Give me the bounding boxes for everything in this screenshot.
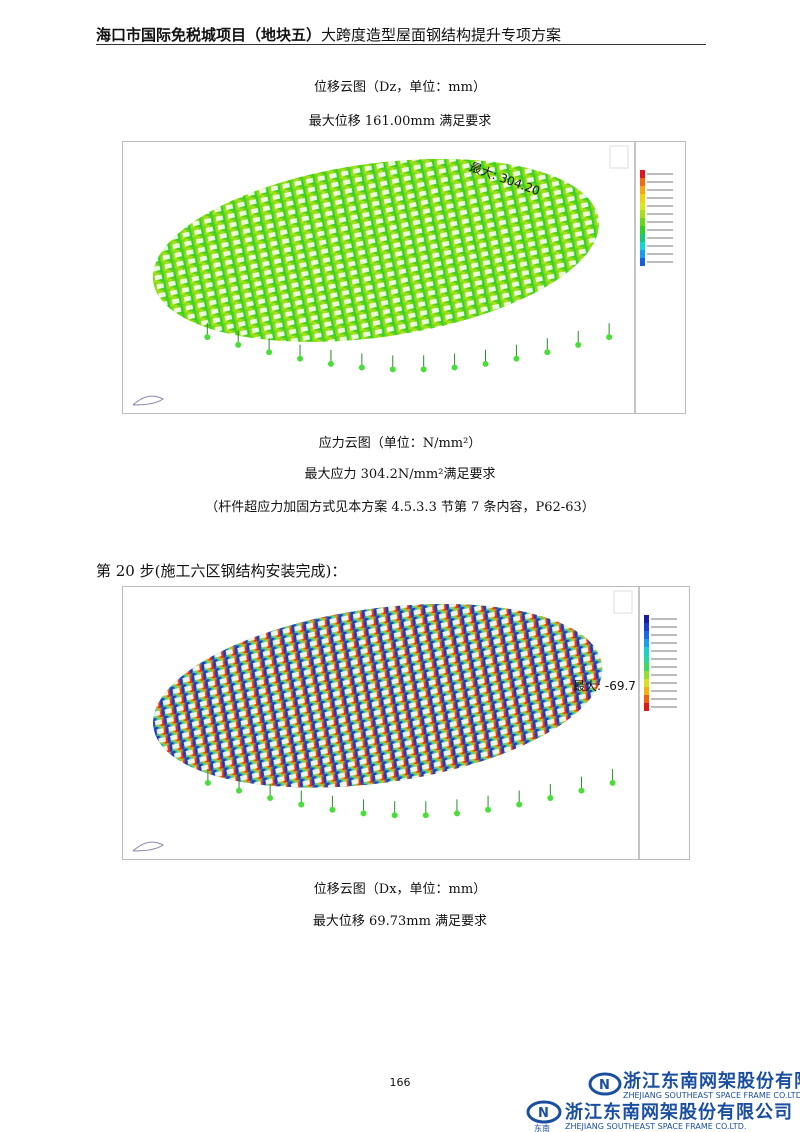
legend-swatch xyxy=(640,250,645,258)
reinforcement-note: （杆件超应力加固方式见本方案 4.5.3.3 节第 7 条内容，P62-63） xyxy=(205,500,595,515)
company-name-cn-2: 浙江东南网架股份有限公司 xyxy=(565,1102,793,1123)
legend-swatch xyxy=(640,202,645,210)
legend-swatch xyxy=(640,210,645,218)
result-dx: 最大位移 69.73mm 满足要求 xyxy=(312,914,488,929)
result-top: 最大位移 161.00mm 满足要求 xyxy=(308,114,492,129)
support-node xyxy=(575,341,582,348)
legend-swatch xyxy=(644,679,649,687)
header-title-bold: 海口市国际免税城项目（地块五） xyxy=(96,26,322,44)
header-title-rest: 大跨度造型屋面钢结构提升专项方案 xyxy=(321,26,562,44)
step-heading: 第 20 步(施工六区钢结构安装完成)： xyxy=(96,562,347,580)
company-name-en-2: ZHEJIANG SOUTHEAST SPACE FRAME CO.LTD. xyxy=(565,1122,747,1131)
legend-swatch xyxy=(644,663,649,671)
support-node xyxy=(547,795,554,802)
svg-text:东南: 东南 xyxy=(534,1123,550,1132)
support-node xyxy=(420,366,427,373)
support-node xyxy=(606,334,613,341)
support-node xyxy=(204,334,211,341)
legend-swatch xyxy=(640,218,645,226)
support-node xyxy=(391,812,398,819)
company-logo-1: 浙江东南网架股份有限公司 ZHEJIANG SOUTHEAST SPACE FR… xyxy=(623,1072,800,1100)
support-node xyxy=(422,812,429,819)
legend-swatch xyxy=(644,655,649,663)
support-node xyxy=(482,360,489,367)
legend-swatch xyxy=(644,615,649,623)
support-node xyxy=(609,779,616,786)
displacement-contour-figure: 最大: -69.7 xyxy=(122,586,690,860)
company-name-en: ZHEJIANG SOUTHEAST SPACE FRAME CO.LTD. xyxy=(623,1091,800,1100)
roof-mesh xyxy=(141,587,615,814)
support-node xyxy=(360,810,367,817)
legend-swatch xyxy=(644,647,649,655)
logo-emblem-icon: N 东南 xyxy=(526,1100,562,1132)
support-node xyxy=(544,349,551,356)
support-node xyxy=(267,795,274,802)
legend-swatch xyxy=(640,226,645,234)
support-node xyxy=(516,801,523,808)
support-node xyxy=(329,806,336,813)
support-node xyxy=(204,779,211,786)
legend-swatch xyxy=(644,623,649,631)
legend-swatch xyxy=(644,639,649,647)
support-node xyxy=(236,787,243,794)
legend-swatch xyxy=(640,234,645,242)
max-value-annotation: 最大: -69.7 xyxy=(573,679,636,693)
legend-swatch xyxy=(640,186,645,194)
support-node xyxy=(327,360,334,367)
support-node xyxy=(297,355,304,362)
figure-caption-stress: 应力云图（单位：N/mm²） xyxy=(318,436,482,451)
legend-swatch xyxy=(644,671,649,679)
support-node xyxy=(453,810,460,817)
legend-swatch xyxy=(640,242,645,250)
figure-caption-dx: 位移云图（Dx，单位：mm） xyxy=(313,882,487,897)
support-node xyxy=(298,801,305,808)
page-number: 166 xyxy=(389,1076,411,1089)
page-header: 海口市国际免税城项目（地块五）大跨度造型屋面钢结构提升专项方案 xyxy=(96,24,706,45)
legend-swatch xyxy=(640,170,645,178)
legend-swatch xyxy=(640,194,645,202)
legend-swatch xyxy=(644,631,649,639)
stress-contour-figure: 最大: 304.20 xyxy=(122,141,686,414)
support-node xyxy=(389,366,396,373)
company-name-cn: 浙江东南网架股份有限公司 xyxy=(623,1071,800,1092)
svg-text:N: N xyxy=(599,1078,610,1093)
legend-swatch xyxy=(644,703,649,711)
support-node xyxy=(266,349,273,356)
support-node xyxy=(513,355,520,362)
legend-swatch xyxy=(644,695,649,703)
legend-swatch xyxy=(640,258,645,266)
support-node xyxy=(358,364,365,371)
support-node xyxy=(235,341,242,348)
support-node xyxy=(578,787,585,794)
legend-swatch xyxy=(644,687,649,695)
figure-caption-top: 位移云图（Dz，单位：mm） xyxy=(314,80,486,95)
result-stress: 最大应力 304.2N/mm²满足要求 xyxy=(304,467,496,482)
support-node xyxy=(485,806,492,813)
support-node xyxy=(451,364,458,371)
logo-emblem-icon: N xyxy=(588,1072,622,1096)
roof-mesh xyxy=(141,142,611,368)
legend-swatch xyxy=(640,178,645,186)
svg-text:N: N xyxy=(538,1106,549,1121)
company-logo-2: 浙江东南网架股份有限公司 ZHEJIANG SOUTHEAST SPACE FR… xyxy=(565,1103,793,1131)
